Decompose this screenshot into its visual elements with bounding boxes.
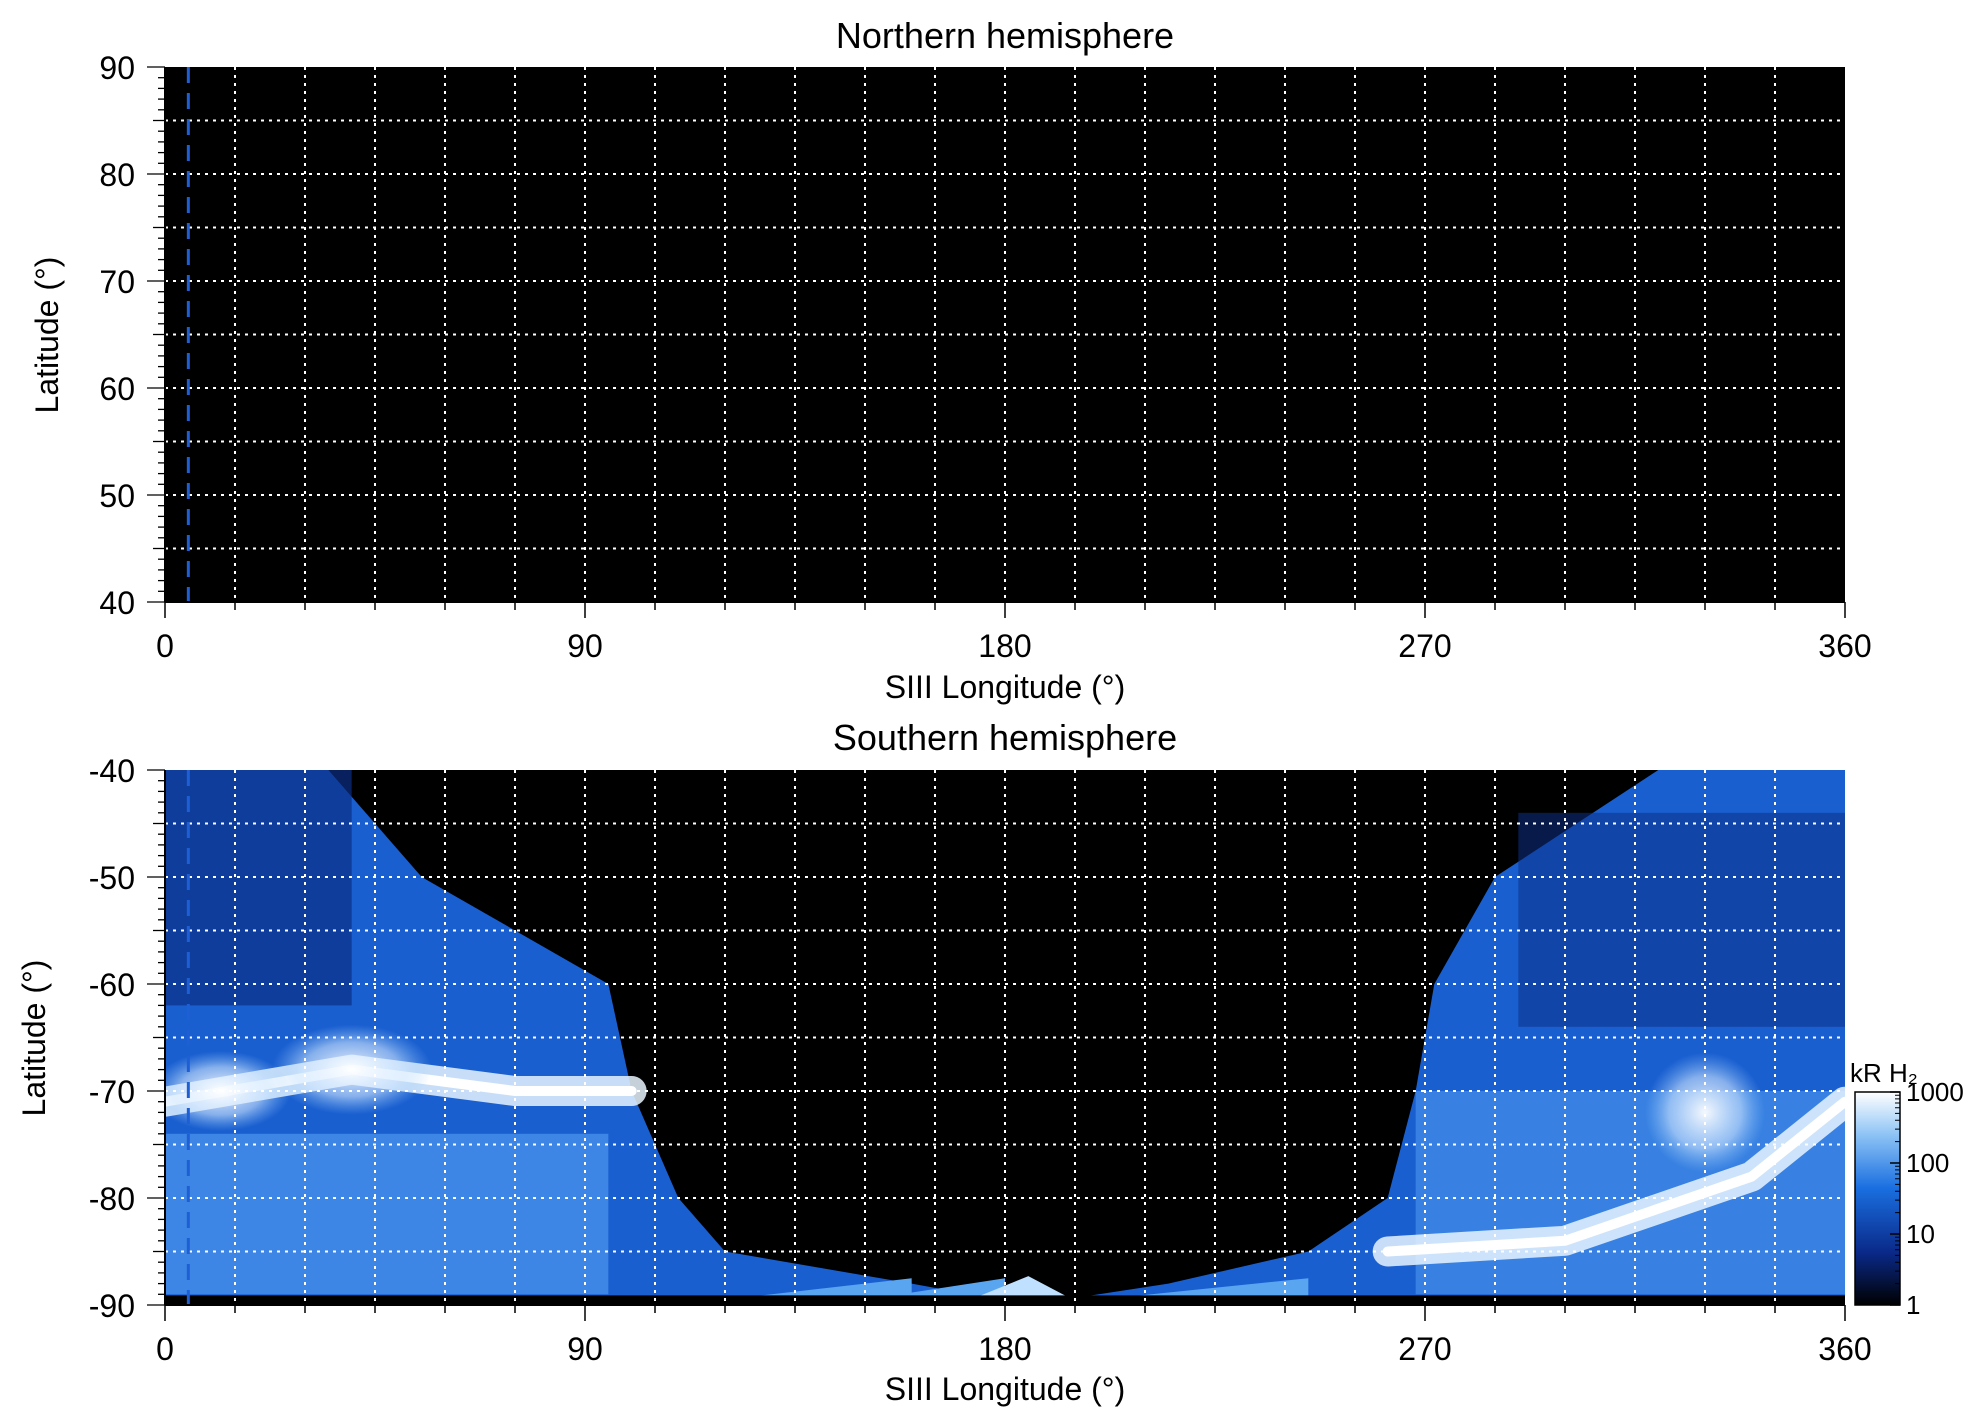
- y-tick-label: 80: [99, 157, 135, 193]
- north-axes: 0 90 180 270 360 40 50 60 70 80 90: [99, 50, 1871, 664]
- y-tick-label: -60: [89, 967, 135, 1003]
- south-axes: 0 90 180 270 360 -90 -80 -70 -60 -50 -40: [89, 753, 1872, 1367]
- noise-band-west: [165, 770, 352, 1006]
- y-tick-label: -50: [89, 860, 135, 896]
- noise-band-east: [1518, 812, 1845, 1027]
- south-xlabel: SIII Longitude (°): [885, 1371, 1125, 1407]
- colorbar-tick-label: 1: [1906, 1290, 1920, 1320]
- bright-spot: [165, 1051, 291, 1131]
- x-tick-label: 270: [1398, 628, 1451, 664]
- colorbar: kR H₂ 1 10 100 1000: [1850, 1058, 1964, 1320]
- y-tick-label: 60: [99, 371, 135, 407]
- bright-spot: [271, 1024, 432, 1115]
- colorbar-tick-label: 10: [1906, 1219, 1935, 1249]
- north-ylabel: Latitude (°): [29, 257, 65, 414]
- north-title: Northern hemisphere: [836, 15, 1174, 56]
- x-tick-label: 0: [156, 628, 174, 664]
- pole-wedge: [1098, 1278, 1309, 1300]
- x-tick-label: 180: [978, 628, 1031, 664]
- south-title: Southern hemisphere: [833, 717, 1177, 758]
- colorbar-tick-label: 1000: [1906, 1077, 1964, 1107]
- x-tick-label: 90: [567, 1331, 603, 1367]
- x-tick-label: 180: [978, 1331, 1031, 1367]
- colorbar-label: kR H₂: [1850, 1058, 1918, 1088]
- x-tick-label: 270: [1398, 1331, 1451, 1367]
- y-tick-label: 70: [99, 264, 135, 300]
- pole-wedge: [865, 1278, 1005, 1300]
- polar-bright-east: [1415, 1091, 1845, 1295]
- main-oval-core: [1382, 1096, 1845, 1257]
- south-emission: [165, 770, 1845, 1305]
- colorbar-ticks: 1 10 100 1000: [1890, 1077, 1964, 1320]
- y-tick-label: 90: [99, 50, 135, 86]
- y-tick-label: 40: [99, 585, 135, 621]
- south-ylabel: Latitude (°): [16, 960, 52, 1117]
- colorbar-gradient: [1854, 1091, 1901, 1306]
- x-tick-label: 0: [156, 1331, 174, 1367]
- y-tick-label: 50: [99, 478, 135, 514]
- x-tick-label: 360: [1818, 1331, 1871, 1367]
- y-tick-label: -70: [89, 1074, 135, 1110]
- south-grid: [165, 770, 1845, 1305]
- y-tick-label: -90: [89, 1288, 135, 1324]
- north-grid: [165, 67, 1845, 602]
- y-tick-label: -80: [89, 1181, 135, 1217]
- polar-bright-west: [165, 1133, 609, 1295]
- colorbar-tick-label: 100: [1906, 1148, 1949, 1178]
- x-tick-label: 90: [567, 628, 603, 664]
- y-tick-label: -40: [89, 753, 135, 789]
- x-tick-label: 360: [1818, 628, 1871, 664]
- north-panel: Northern hemisphere 0 90 180 270 360 40 50 60 70…: [29, 15, 1872, 705]
- pole-wedge: [967, 1276, 1075, 1301]
- bright-spot: [1645, 1052, 1765, 1173]
- pole-wedge: [725, 1278, 912, 1300]
- south-panel: Southern hemisphere 0 90 180 270 360 -90 -80 -7…: [16, 717, 1872, 1407]
- north-xlabel: SIII Longitude (°): [885, 669, 1125, 705]
